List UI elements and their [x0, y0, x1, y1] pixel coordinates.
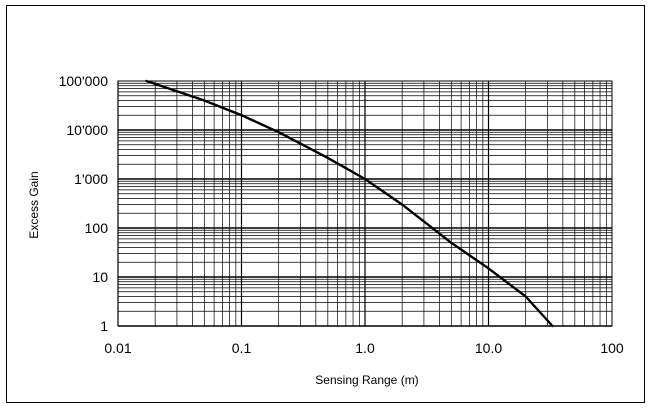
y-tick-label: 10'000: [66, 122, 108, 138]
x-axis-title: Sensing Range (m): [315, 373, 418, 387]
grid: [117, 81, 612, 327]
series-layer: [145, 79, 554, 328]
y-tick-label: 1'000: [74, 171, 108, 187]
y-tick-labels: 1 10 100 1'000 10'000 100'000: [59, 73, 109, 334]
y-tick-label: 100'000: [59, 73, 109, 89]
plot-area: [117, 80, 613, 327]
x-tick-label: 10.0: [475, 340, 502, 356]
x-tick-labels: 0.01 0.1 1.0 10.0 100: [104, 340, 624, 356]
y-tick-label: 1: [100, 318, 108, 334]
x-tick-label: 100: [600, 340, 624, 356]
y-axis-title: Excess Gain: [27, 171, 41, 238]
y-tick-label: 100: [85, 220, 109, 236]
x-tick-label: 1.0: [355, 340, 375, 356]
excess-gain-curve: [145, 79, 554, 328]
chart-frame: [6, 5, 645, 403]
x-tick-label: 0.01: [104, 340, 131, 356]
y-tick-label: 10: [92, 269, 108, 285]
x-tick-label: 0.1: [232, 340, 252, 356]
